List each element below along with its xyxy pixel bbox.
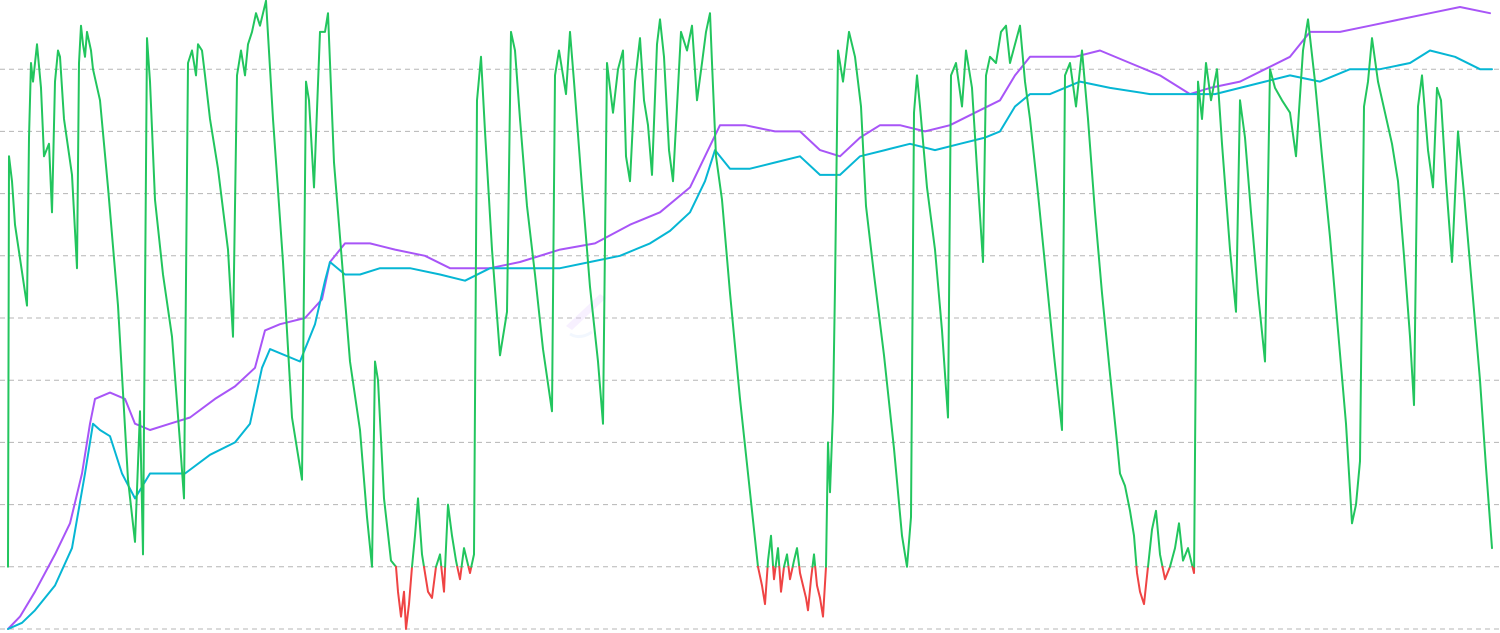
oscillator-segment-above-2 (411, 497, 425, 568)
oscillator-segment-below-25 (1161, 565, 1171, 581)
oscillator-segment-above-18 (791, 547, 801, 568)
watermark-logo (566, 294, 606, 339)
oscillator-segment-below-3 (423, 565, 437, 599)
oscillator-segment-above-26 (1169, 522, 1194, 568)
oscillator-segment-below-5 (440, 565, 447, 593)
oscillator-segment-above-12 (766, 534, 775, 568)
gridlines (0, 68, 1500, 630)
oscillator-segment-above-24 (1147, 509, 1164, 568)
oscillator-segment-above-4 (435, 553, 443, 568)
oscillator-segment-below-21 (814, 565, 827, 618)
oscillator-segment-above-22 (825, 24, 1138, 568)
oscillator-segment-below-19 (798, 565, 814, 612)
series-line-purple (7, 6, 1491, 630)
oscillator-segment-above-20 (811, 553, 817, 568)
oscillator-segment-below-27 (1191, 565, 1196, 574)
oscillator-segment-above-28 (1193, 18, 1493, 568)
oscillator-segment-above-10 (470, 12, 759, 568)
oscillator-segment-above-6 (444, 503, 459, 568)
oscillator-segment-below-13 (772, 565, 777, 581)
oscillator-segment-below-1 (395, 565, 413, 630)
oscillator-segment-above-16 (783, 553, 790, 568)
series-lines (7, 0, 1493, 630)
oscillator-segment-below-17 (787, 565, 794, 581)
oscillator-segment-below-15 (778, 565, 785, 593)
oscillator-segment-below-23 (1135, 565, 1149, 606)
oscillator-segment-above-8 (460, 547, 470, 568)
oscillator-segment-below-9 (467, 565, 473, 574)
oscillator-segment-above-14 (774, 547, 781, 568)
oscillator-segment-below-11 (757, 565, 769, 606)
oscillator-segment-below-7 (456, 565, 463, 581)
oscillator-segment-above-0 (7, 0, 397, 568)
